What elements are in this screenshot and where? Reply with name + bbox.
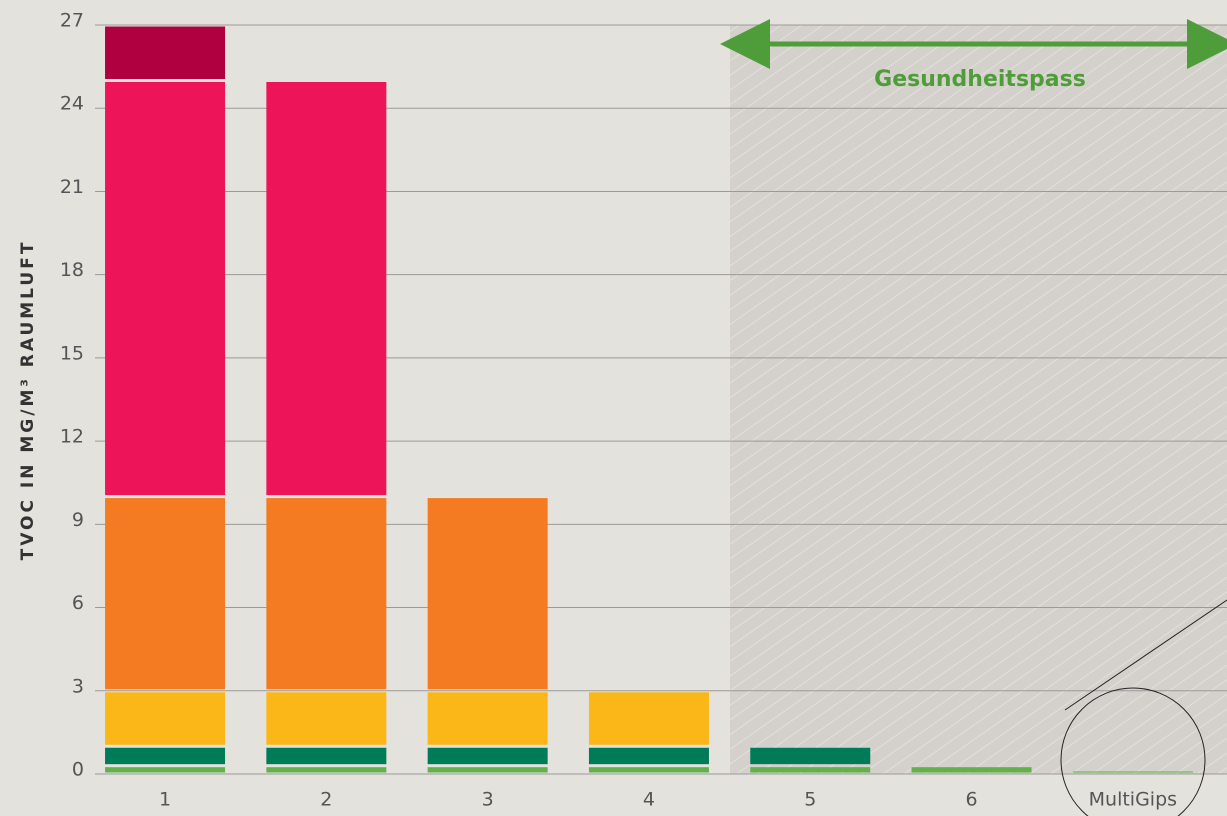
y-tick-label: 6 <box>72 592 84 614</box>
bar-segment <box>266 747 387 765</box>
bar-segment <box>750 747 871 765</box>
x-tick-label: MultiGips <box>1089 789 1177 811</box>
highlight-region <box>730 25 1227 774</box>
bar-segment <box>1072 771 1193 773</box>
y-tick-label: 18 <box>60 259 84 281</box>
y-tick-label: 21 <box>60 176 84 198</box>
y-tick-label: 0 <box>72 759 84 781</box>
bar-segment <box>105 747 226 765</box>
bar-segment <box>911 767 1032 773</box>
bar-segment <box>427 498 548 690</box>
bar-segment <box>266 81 387 496</box>
y-tick-label: 27 <box>60 10 84 32</box>
bar-segment <box>427 747 548 765</box>
y-tick-label: 12 <box>60 426 84 448</box>
bar-segment <box>427 767 548 773</box>
bar-segment <box>266 767 387 773</box>
x-tick-label: 3 <box>482 789 494 811</box>
bar-segment <box>105 81 226 496</box>
x-tick-label: 2 <box>320 789 332 811</box>
x-tick-label: 4 <box>643 789 655 811</box>
magnifier <box>1060 687 1206 816</box>
magnifier-line <box>1064 599 1227 711</box>
bar-segment <box>105 767 226 773</box>
y-tick-label: 9 <box>72 509 84 531</box>
bar-segment <box>588 747 709 765</box>
annotation: Gesundheitspass <box>874 67 1086 92</box>
bar-segment <box>427 692 548 745</box>
y-tick-label: 15 <box>60 342 84 364</box>
y-tick-label: 3 <box>72 675 84 697</box>
bar-segment <box>266 692 387 745</box>
bar-segment <box>266 498 387 690</box>
y-tick-label: 24 <box>60 93 84 115</box>
x-tick-label: 6 <box>966 789 978 811</box>
bar-segment <box>588 692 709 745</box>
bar-segment <box>105 26 226 79</box>
bar-segment <box>105 498 226 690</box>
x-tick-label: 1 <box>159 789 171 811</box>
bar-segment <box>750 767 871 773</box>
bar-segment <box>105 692 226 745</box>
x-tick-label: 5 <box>804 789 816 811</box>
bar-segment <box>588 767 709 773</box>
y-axis-label: TVOC IN MG/M³ RAUMLUFT <box>18 240 38 561</box>
